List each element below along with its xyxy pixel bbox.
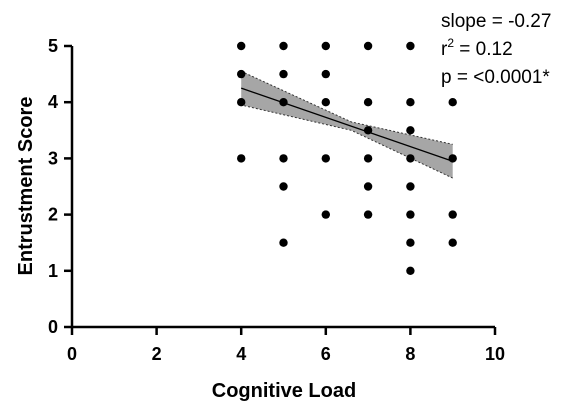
data-point bbox=[279, 238, 288, 247]
data-point bbox=[237, 154, 246, 163]
data-point bbox=[448, 98, 457, 107]
data-points bbox=[237, 41, 457, 275]
data-point bbox=[279, 154, 288, 163]
x-tick-label: 0 bbox=[67, 344, 77, 364]
data-point bbox=[279, 41, 288, 51]
data-point bbox=[321, 98, 330, 107]
y-tick-label: 5 bbox=[48, 36, 58, 56]
slope-text: slope = -0.27 bbox=[441, 11, 552, 32]
data-point bbox=[363, 98, 373, 107]
ci-upper-bound bbox=[240, 70, 453, 145]
r-squared-value: = 0.12 bbox=[454, 39, 513, 60]
data-point bbox=[406, 154, 415, 163]
r-squared-text: r2 = 0.12 bbox=[441, 36, 551, 64]
axes: 0 1 2 3 4 5 0 2 4 6 8 10 bbox=[48, 36, 505, 364]
y-tick-label: 0 bbox=[48, 317, 58, 337]
data-point bbox=[448, 238, 457, 247]
y-axis-title: Entrustment Score bbox=[15, 97, 37, 276]
data-point bbox=[321, 210, 330, 219]
x-axis-title: Cognitive Load bbox=[212, 380, 356, 402]
data-point bbox=[406, 266, 415, 275]
data-point bbox=[321, 41, 330, 51]
x-tick-label: 4 bbox=[236, 344, 246, 364]
r-squared-prefix: r bbox=[441, 39, 448, 60]
y-tick-label: 3 bbox=[48, 148, 58, 168]
data-point bbox=[237, 98, 246, 107]
r-squared-superscript: 2 bbox=[447, 36, 455, 50]
data-point bbox=[363, 41, 373, 51]
regression-stats: slope = -0.27 r2 = 0.12 p = <0.0001* bbox=[441, 8, 551, 92]
x-tick-label: 8 bbox=[405, 344, 415, 364]
y-tick-label: 1 bbox=[48, 261, 58, 281]
data-point bbox=[321, 154, 330, 163]
data-point bbox=[406, 126, 415, 135]
x-tick-label: 2 bbox=[152, 344, 162, 364]
data-point bbox=[237, 41, 246, 51]
x-tick-label: 6 bbox=[321, 344, 331, 364]
regression-line bbox=[240, 87, 453, 162]
data-point bbox=[406, 98, 415, 107]
data-point bbox=[406, 238, 415, 247]
ci-lower-bound bbox=[241, 104, 453, 179]
data-point bbox=[321, 69, 330, 79]
y-tick-label: 4 bbox=[48, 92, 58, 112]
data-point bbox=[363, 154, 373, 163]
data-point bbox=[237, 69, 246, 79]
data-point bbox=[406, 210, 415, 219]
data-point bbox=[448, 154, 457, 163]
data-point bbox=[279, 69, 288, 79]
y-tick-label: 2 bbox=[48, 205, 58, 225]
p-value-text: p = <0.0001* bbox=[441, 67, 550, 88]
regression-line-layer bbox=[240, 87, 453, 162]
data-point bbox=[363, 210, 373, 219]
data-point bbox=[406, 41, 415, 51]
data-point bbox=[279, 182, 288, 191]
data-point bbox=[448, 210, 457, 219]
data-point bbox=[406, 182, 415, 191]
x-tick-label: 10 bbox=[485, 344, 505, 364]
data-point bbox=[363, 182, 373, 191]
